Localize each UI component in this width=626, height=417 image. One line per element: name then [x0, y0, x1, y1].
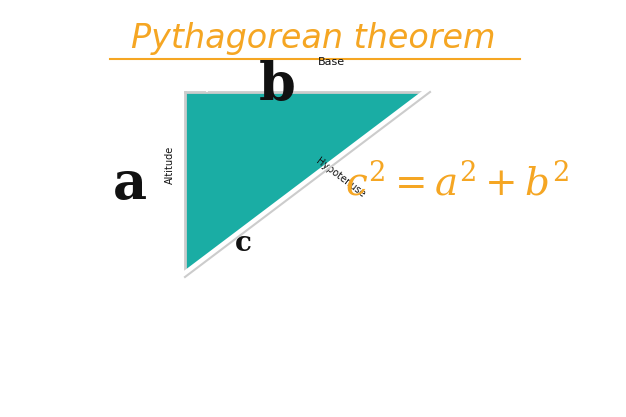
Polygon shape — [185, 92, 430, 277]
Text: a: a — [113, 159, 147, 210]
Text: Hypotenuse: Hypotenuse — [314, 156, 366, 200]
Text: b: b — [259, 60, 296, 111]
Text: $\mathit{c}^2 = \mathit{a}^2 + \mathit{b}^2$: $\mathit{c}^2 = \mathit{a}^2 + \mathit{b… — [345, 164, 569, 203]
Text: Altitude: Altitude — [165, 146, 175, 183]
Text: c: c — [235, 230, 252, 257]
Text: Pythagorean theorem: Pythagorean theorem — [131, 22, 495, 55]
Text: Base: Base — [317, 57, 345, 67]
